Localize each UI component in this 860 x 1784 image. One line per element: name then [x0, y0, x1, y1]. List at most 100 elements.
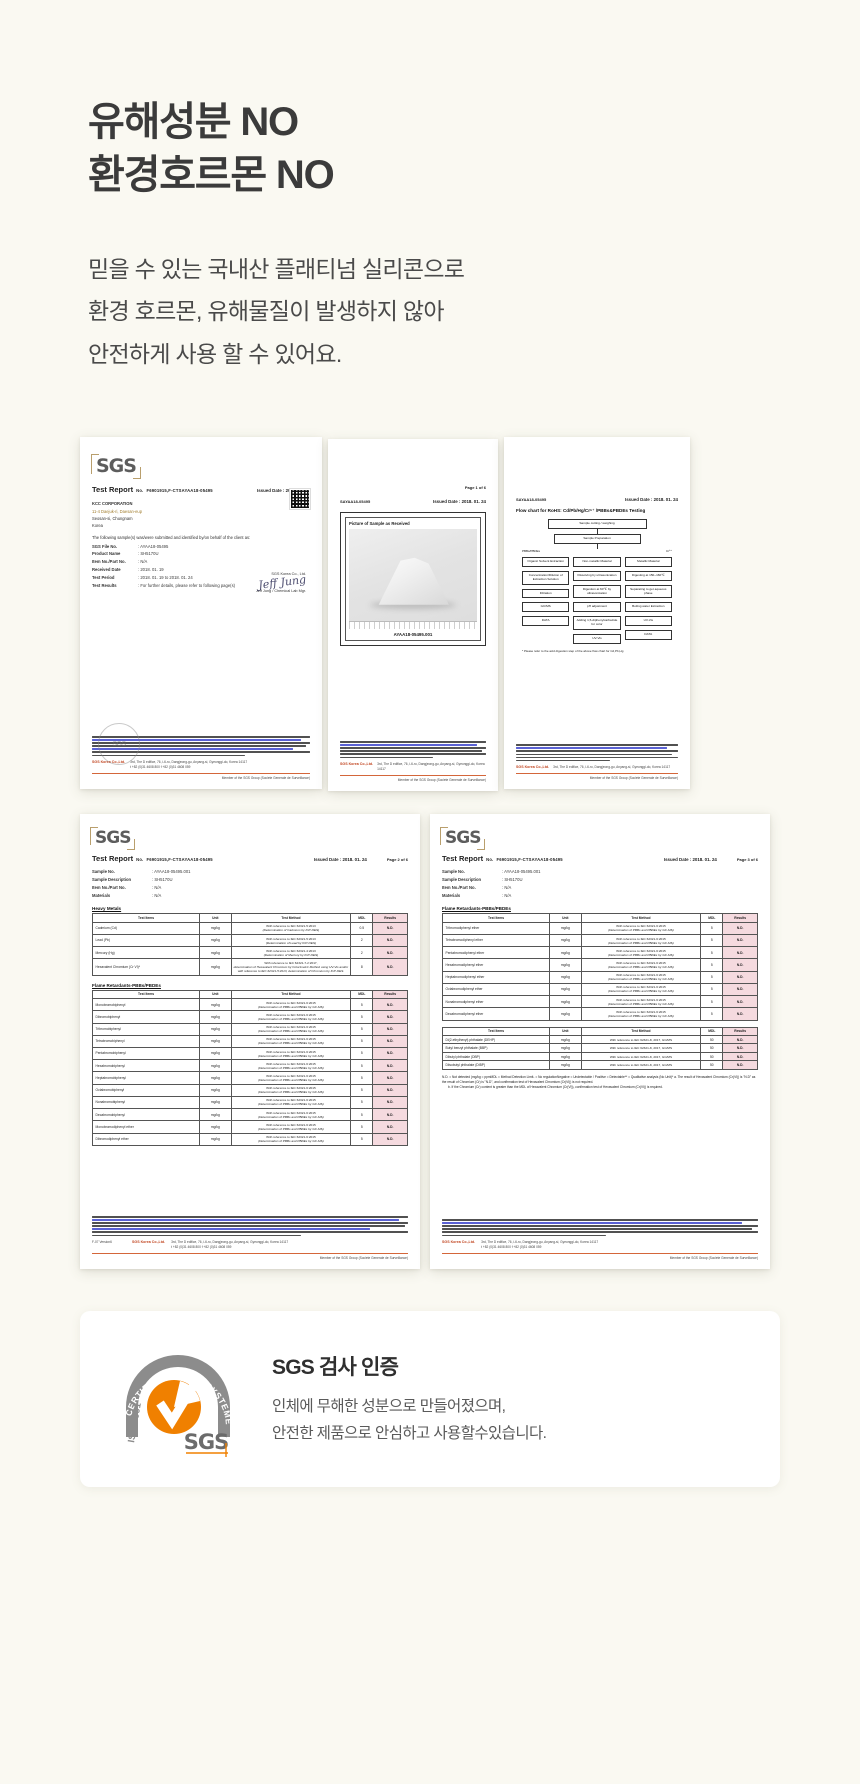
cell-test-method: With reference to IEC 62321-8, 2017, GC/… — [580, 1060, 702, 1070]
cell-mdl: 5 — [350, 1132, 374, 1146]
cell-unit: mg/kg — [199, 1083, 232, 1097]
cell-mdl: 5 — [700, 995, 724, 1009]
phthalate-table: Test Items Unit Test Method MDL Results … — [441, 1026, 758, 1070]
cell-test-method: With reference to IEC 62321-6:2015 (Deter… — [230, 1046, 352, 1061]
cell-test-method: With reference to IEC 62321-6:2015 (Deter… — [230, 1120, 352, 1134]
report5-issued: Issued Date : 2018. 01. 24 — [663, 857, 717, 863]
cell-test-method: With reference to IEC 62321-6:2015 (Deter… — [580, 946, 702, 960]
cell-unit: mg/kg — [199, 1108, 232, 1122]
cell-result: N.D. — [722, 1043, 758, 1053]
report2-page: Page 1 of 6 — [464, 485, 486, 491]
cell-test-method: With reference to IEC 62321-6:2015 (Deter… — [580, 982, 702, 997]
certificate-row-bottom: SGS Test Report No. F6901915,F-CTSAYAA18… — [80, 814, 780, 1270]
footer-tel: t +82 (0)31 4608 800 f +82 (0)31 4608 05… — [171, 1245, 232, 1250]
cell-mdl: 5 — [350, 1010, 374, 1024]
certificate-gallery: SGS Test Report No. F6901915,F-CTSAYAA18… — [0, 437, 860, 1270]
table-row: Octabromobiphenyl mg/kg With reference to … — [91, 1083, 408, 1097]
report-intro: The following sample(s) was/were submitt… — [92, 534, 251, 540]
section-title-heavy-metals: Heavy Metals — [92, 906, 122, 912]
footer-address: 3rd, The D edifice, 76, i-6-ro, Dangjeon… — [553, 765, 671, 770]
cell-mdl: 5 — [350, 1046, 374, 1061]
cell-result: N.D. — [372, 1108, 408, 1122]
flow-step: Sample cutting / weighing — [547, 519, 647, 530]
footer-version: F-07 Version6 — [92, 1240, 112, 1245]
flow-box: Adding 1,5-diphenylcarbazide for color — [573, 616, 621, 630]
table-row: Hexabromodiphenyl ether mg/kg With referen… — [441, 958, 758, 972]
table-row: Octabromodiphenyl ether mg/kg With referen… — [441, 982, 758, 997]
cell-test-item: Tetrabromobiphenyl — [91, 1034, 201, 1049]
certificate-document-sample-photo[interactable]: SAYAA18-05495 Issued Date : 2018. 01. 24… — [328, 439, 498, 792]
cell-unit: mg/kg — [549, 970, 582, 984]
cell-test-method: With reference to IEC 62321-6:2015 (Deter… — [230, 1022, 352, 1036]
flow-box: Metallic Material — [624, 556, 672, 567]
hero-subtitle: 믿을 수 있는 국내산 플래티넘 실리콘으로 환경 호르몬, 유해물질이 발생하… — [88, 248, 860, 376]
signer-company: SGS Korea Co., Ltd. — [271, 572, 306, 577]
flow-box: Digesting at 150~160℃ — [624, 570, 672, 581]
legend-line: b. If the Chromium (Cr) content is great… — [448, 1085, 663, 1090]
footer-member: Member of the SGS Group (Societe General… — [221, 776, 310, 781]
report-title-text: Test Report — [92, 485, 134, 495]
cell-unit: mg/kg — [549, 995, 582, 1009]
results-legend: N.D. = Not detected (mg/kg = ppmMDL = Me… — [442, 1075, 758, 1091]
cell-test-method: With reference to IEC 62321-6:2015 (Deter… — [230, 1071, 352, 1085]
cell-mdl: 50 — [700, 1034, 724, 1045]
certificate-document-cover[interactable]: SGS Test Report No. F6901915,F-CTSAYAA18… — [80, 437, 322, 790]
document-footer: F-07 Version6 SGS Korea Co.,Ltd. 3rd, Th… — [92, 1216, 408, 1261]
legend-line: mg/kg = ppm — [472, 1074, 491, 1079]
cell-test-item: Hexabromodiphenyl ether — [441, 958, 551, 972]
certification-description: 인체에 무해한 성분으로 만들어졌으며, 안전한 제품으로 안심하고 사용할수있… — [272, 1393, 547, 1448]
cell-mdl: 50 — [700, 1060, 724, 1070]
table-row: Cadmium (Cd) mg/kg With reference to IEC 6… — [91, 921, 408, 935]
cell-mdl: 5 — [700, 970, 724, 984]
cell-test-method: With reference to IEC 62321-6:2015 (Deter… — [580, 958, 702, 972]
certificate-document-flowchart[interactable]: SAYAA18-05495 Issued Date : 2018. 01. 24… — [504, 437, 690, 790]
flowchart-footnote: * Please refer to the acid digestion ste… — [522, 648, 624, 653]
table-row: Hexavalent Chromium (Cr VI)* mg/kg With re… — [91, 958, 408, 976]
cell-mdl: 5 — [350, 1108, 374, 1122]
report-field-list: SGS File No.: AYAA18-05495 Product Name:… — [92, 543, 310, 590]
section-title-flame-retardants: Flame Retardants-PBBs/PBDEs — [92, 982, 161, 988]
report-field: Materials: N/A — [442, 892, 512, 898]
cell-test-item: Octabromodiphenyl ether — [441, 982, 551, 997]
footer-tel: t +82 (0)31 4608 800 f +82 (0)31 4608 05… — [481, 1245, 542, 1250]
qr-code-icon — [289, 488, 311, 511]
cell-test-method: With reference to IEC 62321-6:2015 (Deter… — [230, 1059, 352, 1073]
table-row: Tetrabromodiphenyl ether mg/kg With refere… — [441, 933, 758, 948]
document-footer: SGS Korea Co.,Ltd. 3rd, The D edifice, 7… — [516, 744, 678, 781]
cell-unit: mg/kg — [199, 1132, 232, 1146]
cell-unit: mg/kg — [199, 1071, 232, 1085]
cell-result: N.D. — [722, 995, 758, 1009]
cell-result: N.D. — [722, 1051, 758, 1062]
cell-test-item: Monobromodiphenyl ether — [91, 1120, 201, 1134]
cell-test-method: With reference to IEC 62321-6:2015 (Deter… — [580, 1007, 702, 1021]
cell-test-item: Decabromobiphenyl — [91, 1108, 201, 1122]
report-field: Test Period: 2018. 01. 19 to 2018. 01. 2… — [92, 574, 193, 580]
report-field: Received Date: 2018. 01. 19 — [92, 566, 164, 572]
cell-test-method: With reference to IEC 62321-6:2015 (Deter… — [230, 1108, 352, 1122]
flow-box: Organic Solvent Extraction — [522, 556, 570, 567]
table-row: Tribromodiphenyl ether mg/kg With referenc… — [441, 921, 758, 935]
cell-unit: mg/kg — [549, 1034, 582, 1045]
report3-no: SAYAA18-05495 — [516, 497, 547, 503]
certificate-document-pbde[interactable]: SGS Test Report No. F6901915,F-CTSAYAA18… — [430, 814, 770, 1270]
client-address: KCC CORPORATION 11-4 Daejuk-ri, Daesan-e… — [92, 501, 142, 529]
report-field: Sample Description: SH5170U — [442, 877, 523, 882]
page-title-line2: 환경호르몬 NO — [88, 152, 335, 197]
certificate-document-heavy-metals[interactable]: SGS Test Report No. F6901915,F-CTSAYAA18… — [80, 814, 420, 1270]
cell-unit: mg/kg — [549, 1051, 582, 1062]
page-title-line1: 유해성분 NO — [88, 100, 299, 144]
cell-test-item: Dibromodiphenyl ether — [91, 1132, 201, 1146]
cell-test-item: Nonabromobiphenyl — [91, 1095, 201, 1110]
flow-box: UV-Vis — [573, 633, 621, 644]
sample-photo-id: AYAA18-05495.001 — [393, 632, 433, 638]
table-row: Decabromobiphenyl mg/kg With reference to … — [91, 1108, 408, 1122]
cell-test-method: With reference to IEC 62321-8, 2017, GC/… — [580, 1034, 702, 1045]
flow-step: Sample Preparation — [553, 534, 641, 544]
cell-result: N.D. — [372, 1071, 408, 1085]
cell-result: N.D. — [372, 1010, 408, 1024]
cell-result: N.D. — [372, 1046, 408, 1061]
cell-mdl: 5 — [700, 958, 724, 972]
hero-subtitle-line3: 안전하게 사용 할 수 있어요. — [88, 340, 342, 367]
table-row: Nonabromodiphenyl ether mg/kg With referen… — [441, 995, 758, 1009]
cell-unit: mg/kg — [549, 1060, 582, 1070]
